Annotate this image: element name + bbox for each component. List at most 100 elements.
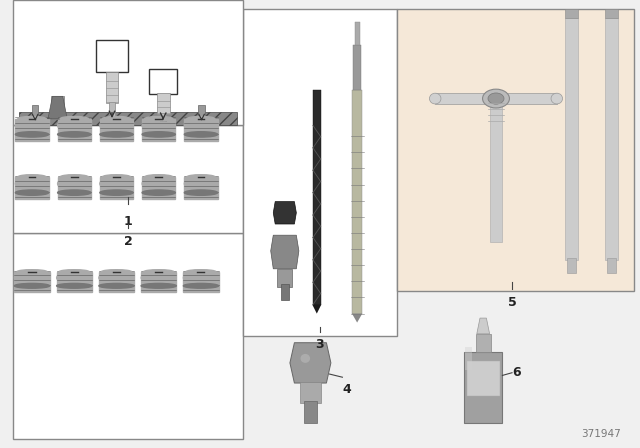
- Ellipse shape: [141, 284, 177, 288]
- Bar: [476, 334, 491, 352]
- Bar: [15, 271, 50, 292]
- Bar: [607, 258, 616, 273]
- Ellipse shape: [100, 119, 133, 132]
- Ellipse shape: [15, 177, 49, 190]
- Bar: [565, 18, 578, 260]
- Ellipse shape: [102, 116, 131, 121]
- Bar: [243, 9, 397, 336]
- Bar: [57, 271, 92, 292]
- Polygon shape: [273, 202, 296, 224]
- Ellipse shape: [15, 119, 49, 132]
- Ellipse shape: [186, 270, 216, 274]
- Circle shape: [51, 125, 333, 323]
- Bar: [353, 45, 361, 90]
- Bar: [100, 119, 133, 141]
- Ellipse shape: [60, 116, 88, 121]
- Text: 3: 3: [316, 338, 324, 351]
- Polygon shape: [312, 305, 321, 314]
- Text: 2: 2: [124, 235, 132, 248]
- Ellipse shape: [184, 132, 218, 137]
- Bar: [464, 352, 502, 423]
- Ellipse shape: [184, 284, 219, 288]
- Bar: [300, 382, 321, 403]
- Bar: [109, 102, 115, 119]
- Bar: [184, 119, 218, 141]
- Ellipse shape: [102, 270, 131, 274]
- Ellipse shape: [187, 175, 215, 179]
- Text: 5: 5: [508, 296, 516, 309]
- Bar: [304, 401, 317, 423]
- Ellipse shape: [58, 177, 91, 190]
- Ellipse shape: [58, 190, 91, 195]
- Bar: [13, 233, 243, 439]
- Bar: [352, 90, 362, 314]
- Bar: [141, 271, 177, 292]
- Bar: [13, 0, 243, 125]
- Bar: [397, 9, 634, 291]
- Ellipse shape: [483, 89, 509, 108]
- Bar: [32, 105, 38, 119]
- Ellipse shape: [100, 190, 133, 195]
- Bar: [15, 119, 49, 141]
- Text: 6: 6: [512, 366, 520, 379]
- Text: 1: 1: [124, 215, 132, 228]
- Ellipse shape: [184, 119, 218, 132]
- Ellipse shape: [144, 270, 173, 274]
- Bar: [149, 69, 177, 94]
- Ellipse shape: [184, 271, 219, 284]
- Ellipse shape: [429, 93, 441, 104]
- Bar: [355, 22, 360, 45]
- Polygon shape: [48, 96, 67, 119]
- Bar: [100, 177, 133, 199]
- Bar: [277, 269, 292, 287]
- Polygon shape: [271, 235, 299, 269]
- Ellipse shape: [145, 175, 173, 179]
- Bar: [184, 177, 218, 199]
- Ellipse shape: [14, 271, 50, 284]
- Ellipse shape: [14, 284, 50, 288]
- Ellipse shape: [142, 177, 175, 190]
- Ellipse shape: [17, 270, 47, 274]
- Bar: [198, 105, 205, 119]
- Bar: [490, 99, 502, 242]
- Ellipse shape: [184, 190, 218, 195]
- Ellipse shape: [99, 271, 134, 284]
- Ellipse shape: [142, 132, 175, 137]
- Ellipse shape: [18, 175, 46, 179]
- Ellipse shape: [301, 354, 310, 363]
- Bar: [142, 177, 175, 199]
- Bar: [19, 112, 237, 125]
- Ellipse shape: [184, 177, 218, 190]
- Bar: [313, 90, 321, 305]
- Ellipse shape: [142, 119, 175, 132]
- Ellipse shape: [60, 270, 89, 274]
- Bar: [15, 177, 49, 199]
- Ellipse shape: [145, 116, 173, 121]
- Ellipse shape: [57, 284, 92, 288]
- Bar: [435, 93, 557, 104]
- Ellipse shape: [58, 132, 91, 137]
- Ellipse shape: [58, 119, 91, 132]
- Ellipse shape: [100, 132, 133, 137]
- Text: 4: 4: [342, 383, 351, 396]
- Ellipse shape: [15, 190, 49, 195]
- Bar: [51, 96, 64, 119]
- Bar: [467, 361, 500, 396]
- Polygon shape: [477, 318, 490, 334]
- Bar: [13, 125, 243, 233]
- Bar: [106, 72, 118, 103]
- Polygon shape: [352, 314, 362, 323]
- Ellipse shape: [57, 271, 92, 284]
- Bar: [465, 347, 472, 370]
- Ellipse shape: [15, 132, 49, 137]
- Ellipse shape: [99, 284, 134, 288]
- Bar: [96, 40, 128, 72]
- Circle shape: [288, 22, 544, 202]
- Bar: [605, 18, 618, 260]
- Ellipse shape: [551, 93, 563, 104]
- Bar: [157, 93, 170, 114]
- Bar: [99, 271, 134, 292]
- Ellipse shape: [142, 190, 175, 195]
- Bar: [605, 9, 618, 18]
- Ellipse shape: [102, 175, 131, 179]
